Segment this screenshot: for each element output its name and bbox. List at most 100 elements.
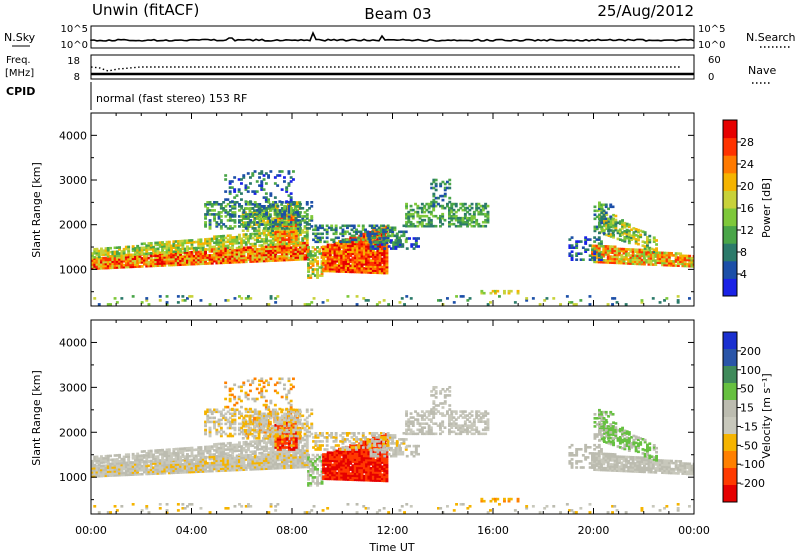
- power-cell: [466, 210, 469, 214]
- power-cell: [479, 208, 483, 212]
- power-cell: [609, 219, 613, 222]
- velocity-cell: [136, 460, 140, 464]
- power-cell: [312, 228, 315, 232]
- velocity-cell: [208, 453, 212, 457]
- power-cell: [621, 239, 624, 242]
- power-cell: [667, 264, 671, 267]
- power-cell: [367, 245, 371, 248]
- velocity-cell: [190, 464, 194, 468]
- velocity-cell: [134, 463, 137, 466]
- power-cell: [645, 260, 649, 264]
- power-cell: [260, 244, 264, 247]
- power-cell: [265, 253, 268, 257]
- velocity-cell: [219, 452, 223, 456]
- power-cell: [618, 247, 621, 251]
- power-cell: [276, 247, 280, 250]
- velocity-cell: [292, 462, 296, 465]
- velocity-cell: [274, 464, 278, 468]
- velocity-cell: [264, 430, 268, 434]
- velocity-cell: [127, 459, 131, 462]
- velocity-cell: [255, 437, 259, 440]
- power-cell: [405, 237, 409, 240]
- power-cell: [226, 299, 230, 302]
- velocity-cell: [240, 453, 244, 456]
- power-cell: [423, 204, 427, 208]
- velocity-cell: [154, 472, 158, 475]
- power-cell: [217, 249, 221, 253]
- power-cell: [249, 236, 253, 240]
- power-cell: [439, 214, 442, 218]
- velocity-cell: [176, 465, 180, 468]
- velocity-cell: [222, 450, 226, 454]
- velocity-cell: [258, 455, 262, 459]
- power-cell: [369, 245, 373, 248]
- velocity-cell: [206, 470, 210, 473]
- velocity-cell: [186, 464, 189, 468]
- power-cell: [287, 213, 291, 216]
- power-cell: [468, 216, 472, 220]
- power-cell: [267, 227, 271, 230]
- power-cell: [224, 257, 228, 260]
- power-cell: [457, 208, 460, 212]
- velocity-cell: [283, 454, 287, 457]
- velocity-cell: [170, 467, 173, 471]
- velocity-cell: [260, 457, 264, 461]
- power-cell: [247, 203, 250, 206]
- power-cell: [410, 245, 414, 248]
- power-cell: [632, 233, 636, 236]
- power-cell: [118, 260, 121, 263]
- power-cell: [670, 264, 673, 267]
- power-cell: [287, 215, 291, 218]
- power-cell: [233, 213, 237, 216]
- power-cell: [131, 265, 135, 269]
- power-cell: [242, 211, 246, 214]
- velocity-cell: [136, 456, 140, 460]
- velocity-cell: [226, 461, 230, 464]
- power-cell: [454, 216, 458, 220]
- power-cell: [292, 230, 296, 234]
- power-cell: [333, 270, 337, 273]
- velocity-cell: [253, 426, 256, 430]
- velocity-cell: [240, 466, 244, 470]
- power-cell: [356, 242, 359, 246]
- power-cell: [322, 257, 325, 261]
- power-cell: [149, 256, 153, 260]
- power-cell: [278, 232, 282, 236]
- power-cell: [434, 204, 438, 208]
- power-cell: [665, 263, 669, 267]
- power-cell: [289, 176, 293, 179]
- power-cell: [340, 262, 344, 265]
- velocity-cell: [210, 455, 214, 459]
- velocity-cell: [199, 466, 203, 469]
- power-cell: [109, 250, 112, 254]
- velocity-cell: [161, 452, 164, 456]
- power-cell: [199, 258, 203, 262]
- power-cell: [398, 301, 402, 304]
- power-cell: [496, 289, 500, 293]
- velocity-cell: [262, 439, 266, 443]
- velocity-cell: [213, 457, 216, 461]
- power-cell: [296, 250, 300, 253]
- velocity-cell: [276, 452, 280, 456]
- power-cell: [253, 238, 257, 242]
- power-cell: [290, 254, 293, 258]
- power-cell: [181, 259, 185, 262]
- power-cell: [255, 223, 259, 226]
- power-cell: [688, 262, 692, 266]
- power-cell: [331, 247, 335, 251]
- power-cell: [355, 303, 359, 306]
- velocity-cell: [255, 430, 259, 434]
- velocity-cell: [222, 459, 226, 462]
- velocity-cell: [290, 439, 293, 443]
- power-cell: [581, 246, 585, 249]
- power-cell: [373, 232, 377, 236]
- power-cell: [383, 247, 387, 250]
- power-cell: [215, 225, 219, 228]
- power-cell: [208, 221, 212, 224]
- power-cell: [412, 243, 416, 246]
- power-cell: [318, 248, 322, 251]
- power-cell: [629, 262, 633, 265]
- power-cell: [613, 251, 617, 255]
- power-cell: [265, 247, 268, 251]
- power-cell: [347, 270, 350, 274]
